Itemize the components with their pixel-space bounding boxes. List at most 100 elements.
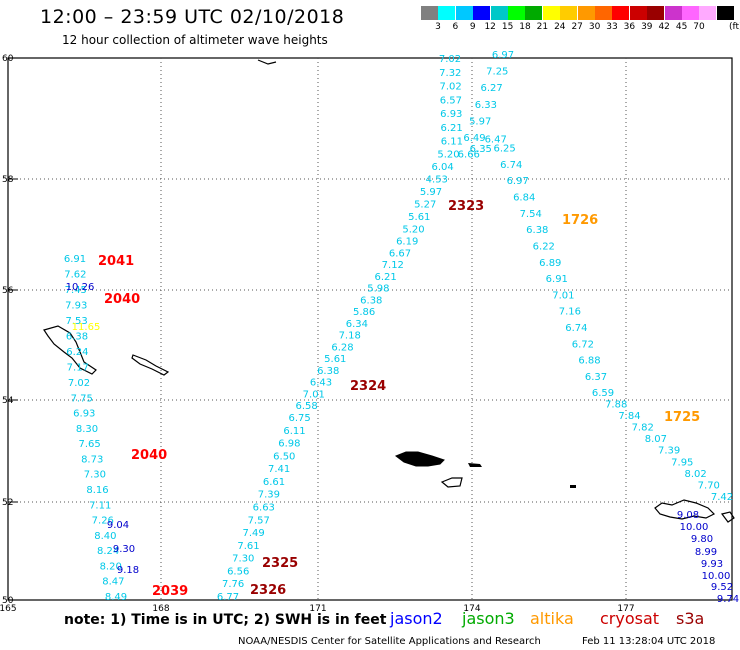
swh-reading-high: 9.08 xyxy=(677,510,699,521)
color-scale-tick: 39 xyxy=(641,22,653,32)
swh-reading: 6.37 xyxy=(585,372,607,383)
color-scale-tick: 12 xyxy=(484,22,496,32)
swh-reading-peak: 11.65 xyxy=(72,322,101,333)
swh-reading: 7.57 xyxy=(248,515,270,526)
swh-reading: 5.61 xyxy=(408,212,430,223)
color-scale-tick: 15 xyxy=(501,22,514,32)
swh-reading: 5.98 xyxy=(367,284,389,295)
latitude-label: 50 xyxy=(2,596,14,606)
color-scale-tick: 9 xyxy=(469,22,476,32)
map-title: 12:00 – 23:59 UTC 02/10/2018 xyxy=(40,6,345,28)
swh-reading: 8.40 xyxy=(94,531,116,542)
swh-reading: 7.54 xyxy=(520,209,542,220)
swh-reading: 6.47 xyxy=(485,135,507,146)
aleutian-chain xyxy=(654,499,716,520)
swh-reading: 6.25 xyxy=(493,144,515,155)
color-swatch xyxy=(577,6,595,20)
color-scale-tick: 30 xyxy=(588,22,601,32)
swh-reading: 6.74 xyxy=(500,160,522,171)
swh-reading: 6.38 xyxy=(66,332,88,343)
color-scale-tick: 70 xyxy=(693,22,705,32)
swh-reading: 8.02 xyxy=(684,469,706,480)
map-subtitle: 12 hour collection of altimeter wave hei… xyxy=(62,33,328,47)
swh-reading: 7.88 xyxy=(605,400,627,411)
longitude-label: 174 xyxy=(463,604,480,614)
swh-reading: 7.75 xyxy=(71,393,93,404)
color-swatch xyxy=(473,6,491,20)
pass-number: 2324 xyxy=(350,379,386,394)
altimeter-tracks: 6.97 7.25 6.27 6.33 5.97 6.49 6.666.356.476.25… xyxy=(64,50,739,605)
swh-reading: 7.02 xyxy=(68,378,90,389)
swh-reading-high: 10.26 xyxy=(66,282,95,293)
swh-reading: 4.53 xyxy=(426,175,448,186)
footer-note: note: 1) Time is in UTC; 2) SWH is in fe… xyxy=(64,612,387,628)
swh-reading: 6.72 xyxy=(572,339,594,350)
swh-reading: 7.93 xyxy=(65,301,87,312)
swh-reading: 6.21 xyxy=(374,272,396,283)
longitude-label: 165 xyxy=(0,604,17,614)
swh-reading: 6.38 xyxy=(317,366,339,377)
swh-reading-high: 9.18 xyxy=(117,565,139,576)
swh-reading: 7.65 xyxy=(78,439,100,450)
swh-reading: 8.24 xyxy=(97,546,119,557)
longitude-label: 168 xyxy=(152,604,169,614)
lat-lon-grid xyxy=(7,57,733,601)
swh-reading: 7.39 xyxy=(658,446,680,457)
swh-reading: 8.49 xyxy=(105,592,127,603)
color-scale-unit: (ft) xyxy=(729,22,740,32)
swh-reading: 6.93 xyxy=(73,409,95,420)
swh-reading: 6.43 xyxy=(310,378,332,389)
island-unimak xyxy=(440,477,463,488)
swh-reading: 6.57 xyxy=(440,95,462,106)
swh-reading: 6.84 xyxy=(513,193,535,204)
swh-reading: 7.84 xyxy=(618,411,640,422)
pass-number: 1726 xyxy=(562,213,598,228)
swh-reading: 6.22 xyxy=(533,242,555,253)
swh-reading: 6.61 xyxy=(263,477,285,488)
coast-north xyxy=(257,59,277,65)
swh-reading-high: 8.99 xyxy=(695,547,717,558)
island-small-b xyxy=(570,485,576,488)
legend-jason2: jason2 xyxy=(390,609,443,628)
swh-reading: 6.77 xyxy=(217,592,239,603)
color-swatch xyxy=(682,6,699,20)
swh-reading: 6.74 xyxy=(565,323,587,334)
color-scale-tick: 6 xyxy=(452,22,459,32)
swh-reading: 8.20 xyxy=(100,561,122,572)
legend-altika: altika xyxy=(530,609,574,628)
swh-reading: 7.32 xyxy=(439,68,461,79)
swh-reading: 7.95 xyxy=(671,457,693,468)
swh-reading: 5.86 xyxy=(353,307,375,318)
swh-reading: 7.18 xyxy=(339,331,361,342)
color-scale-tick: 33 xyxy=(606,22,618,32)
color-swatch xyxy=(455,6,473,20)
swh-reading-high: 9.30 xyxy=(113,544,135,555)
color-swatch xyxy=(699,6,717,20)
swh-reading-high: 9.74 xyxy=(717,594,739,605)
footer-credit: NOAA/NESDIS Center for Satellite Applica… xyxy=(238,636,541,647)
swh-reading: 7.12 xyxy=(382,260,404,271)
latitude-label: 58 xyxy=(2,175,14,185)
swh-reading: 6.50 xyxy=(273,451,295,462)
swh-reading: 6.34 xyxy=(346,319,368,330)
swh-reading: 7.30 xyxy=(84,470,106,481)
color-scale-tick: 18 xyxy=(519,22,531,32)
swh-reading: 5.20 xyxy=(437,150,459,161)
color-swatch xyxy=(560,6,578,20)
pass-number: 2041 xyxy=(98,254,134,269)
swh-reading: 8.47 xyxy=(102,577,124,588)
pass-number: 2039 xyxy=(152,584,188,599)
swh-reading: 5.27 xyxy=(414,200,436,211)
swh-reading: 6.38 xyxy=(526,225,548,236)
legend-jason3: jason3 xyxy=(462,609,515,628)
swh-reading: 6.19 xyxy=(396,237,418,248)
color-swatch xyxy=(716,6,734,20)
swh-reading: 6.27 xyxy=(480,83,502,94)
color-swatch xyxy=(508,6,525,20)
swh-reading: 6.04 xyxy=(431,162,453,173)
color-scale-tick: 42 xyxy=(658,22,670,32)
swh-reading-high: 9.93 xyxy=(701,559,723,570)
swh-reading: 6.24 xyxy=(66,347,88,358)
